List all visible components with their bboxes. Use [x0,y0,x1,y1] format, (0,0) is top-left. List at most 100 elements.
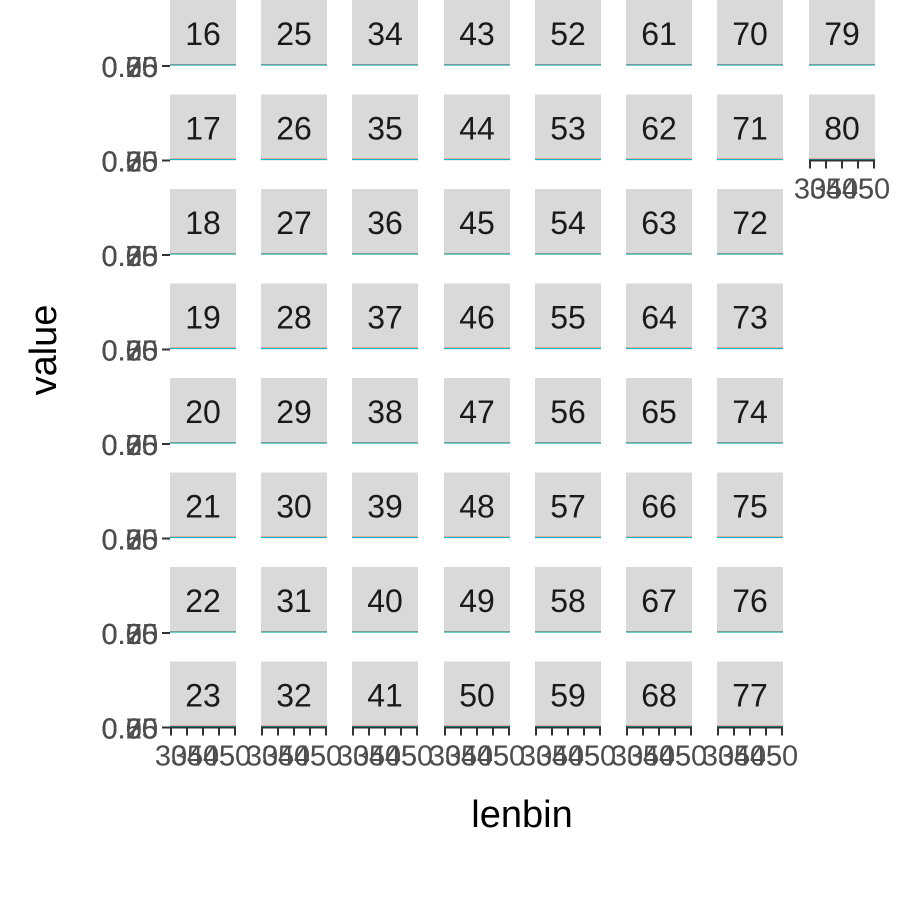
x-tick-label: 45 [842,174,874,206]
x-tick-label: 40 [461,741,493,773]
facet-label: 72 [732,205,768,241]
facet-label: 58 [550,583,586,619]
facet-strip [261,283,327,350]
facet-panel: 61 [626,0,692,66]
facet-panel: 64 [626,283,692,350]
facet-panel: 79 [809,0,875,66]
facet-label: 47 [459,394,495,430]
facet-strip [535,189,601,255]
facet-panel: 48 [444,472,510,539]
x-tick-label: 40 [643,741,675,773]
facet-label: 28 [276,300,312,336]
facet-strip [444,661,510,728]
facet-strip [444,472,510,539]
x-tick-label: 45 [477,741,509,773]
facet-label: 68 [641,678,677,714]
facet-panel: 32 [261,661,327,728]
facet-label: 36 [367,205,403,241]
facet-label: 79 [824,16,860,52]
facet-strip [444,378,510,444]
facet-panel: 19 [170,283,236,350]
facet-strip [352,661,418,728]
x-tick-label: 40 [734,741,766,773]
facet-panel: 31 [261,567,327,633]
x-tick-label: 50 [493,741,525,773]
facet-label: 48 [459,489,495,525]
y-tick-label: 0.75 [102,525,158,557]
x-tick-label: 45 [659,741,691,773]
facet-panel: 26 [261,94,327,161]
facet-label: 44 [459,111,495,147]
facet-label: 52 [550,16,586,52]
x-tick-label: 50 [310,741,342,773]
facet-strip [717,472,783,539]
x-tick-label: 45 [750,741,782,773]
facet-label: 57 [550,489,586,525]
facet-strip [170,189,236,255]
y-tick-label: 0.75 [102,241,158,273]
facet-panel: 43 [444,0,510,66]
facet-strip [535,661,601,728]
y-tick-label: 0.75 [102,52,158,84]
facet-strip [261,189,327,255]
x-tick-label: 50 [858,174,890,206]
facet-label: 66 [641,489,677,525]
y-tick-label: 0.75 [102,430,158,462]
facet-label: 71 [732,111,768,147]
facet-panel: 71 [717,94,783,161]
facet-panel: 72 [717,189,783,255]
x-tick-label: 30 [520,741,552,773]
facet-label: 75 [732,489,768,525]
facet-label: 55 [550,300,586,336]
facet-strip [352,189,418,255]
facet-panel: 35 [352,94,418,161]
x-tick-label: 35 [353,741,385,773]
x-tick-label: 30 [246,741,278,773]
y-tick-label: 0.75 [102,619,158,651]
facet-panel: 29 [261,378,327,444]
facet-strip [170,283,236,350]
y-tick-label: 0.50 [102,714,158,746]
facet-label: 74 [732,394,768,430]
x-tick-label: 50 [675,741,707,773]
facet-panel: 40 [352,567,418,633]
facet-label: 25 [276,16,312,52]
facet-strip [626,378,692,444]
facet-panel: 17 [170,94,236,161]
facet-strip [626,472,692,539]
y-tick-label: 0.25 [102,52,158,84]
facet-label: 67 [641,583,677,619]
x-tick-label: 40 [187,741,219,773]
x-tick-label: 35 [536,741,568,773]
facet-strip [352,0,418,66]
facet-strip [809,0,875,66]
facet-strip [352,567,418,633]
facet-label: 29 [276,394,312,430]
facet-label: 40 [367,583,403,619]
facet-strip [444,0,510,66]
y-tick-label: 0.50 [102,241,158,273]
y-tick-label: 0.25 [102,619,158,651]
facet-strip [444,567,510,633]
x-tick-label: 45 [568,741,600,773]
facet-panel: 49 [444,567,510,633]
y-tick-label: 0.75 [102,147,158,179]
facet-strip [626,94,692,161]
facet-strip [444,94,510,161]
facet-strip [261,94,327,161]
facet-panel: 38 [352,378,418,444]
facet-label: 63 [641,205,677,241]
x-tick-label: 35 [810,174,842,206]
y-tick-label: 0.00 [102,430,158,462]
facet-strip [626,567,692,633]
facet-strip [352,378,418,444]
x-tick-label: 30 [611,741,643,773]
facet-label: 31 [276,583,312,619]
x-tick-label: 45 [294,741,326,773]
facet-panel: 23 [170,661,236,728]
x-tick-label: 30 [155,741,187,773]
facet-label: 30 [276,489,312,525]
facet-panel: 44 [444,94,510,161]
